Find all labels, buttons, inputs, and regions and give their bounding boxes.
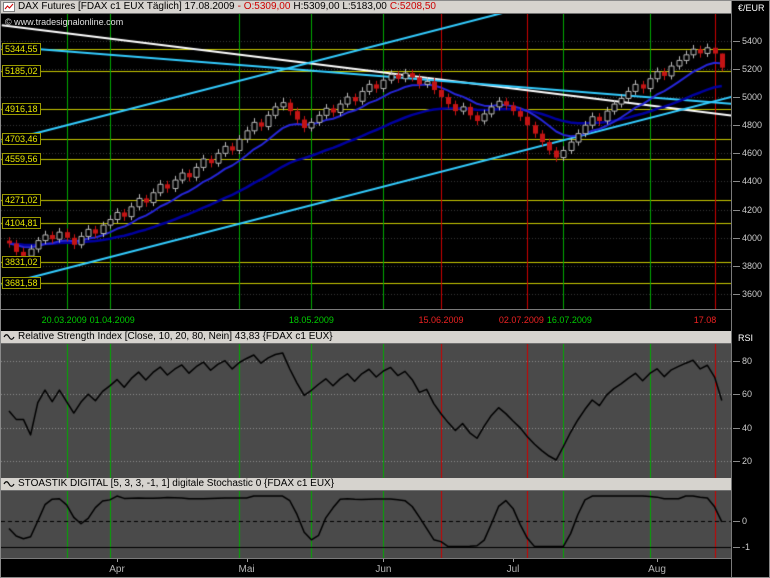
price-level-label[interactable]: 4703,46 [2, 132, 41, 145]
header-text-segment: Relative Strength Index [Close, 10, 20, … [18, 331, 333, 342]
rsi-axis-tick: 60 [732, 389, 753, 400]
header-text-segment: - O:5309,00 [237, 1, 291, 12]
month-tick [513, 559, 514, 562]
price-axis-tick: 5000 [732, 92, 763, 103]
date-label: 02.07.2009 [498, 315, 544, 325]
rsi-panel-header[interactable]: Relative Strength Index [Close, 10, 20, … [1, 331, 731, 344]
price-level-label[interactable]: 3831,02 [2, 255, 41, 268]
price-level-label[interactable]: 4559,56 [2, 153, 41, 166]
month-tick [657, 559, 658, 562]
stoch-axis-tick: 0 [732, 516, 748, 527]
date-label: 16.07.2009 [546, 315, 592, 325]
stoch-axis-tick: -1 [732, 541, 751, 552]
price-axis-tick: 4800 [732, 120, 763, 131]
month-tick [117, 559, 118, 562]
price-level-label[interactable]: 5185,02 [2, 64, 41, 77]
date-label: 20.03.2009 [41, 315, 87, 325]
currency-label: €/EUR [738, 3, 765, 13]
price-axis-tick: 4000 [732, 232, 763, 243]
date-label: 17.08 [693, 315, 717, 325]
date-label: 01.04.2009 [89, 315, 135, 325]
price-axis-tick: 5200 [732, 63, 763, 74]
price-level-label[interactable]: 4104,81 [2, 217, 41, 230]
price-axis[interactable]: €/EUR RSI 5400 5200 5000 4800 4600 4400 4200 40… [731, 1, 769, 577]
month-label: Aug [648, 564, 666, 575]
price-level-label[interactable]: 4916,18 [2, 102, 41, 115]
price-axis-tick: 5400 [732, 35, 763, 46]
month-tick [383, 559, 384, 562]
price-level-label[interactable]: 3681,58 [2, 276, 41, 289]
main-chart-header[interactable]: DAX Futures [FDAX c1 EUX Täglich] 17.08.… [1, 1, 731, 14]
month-label: Jun [375, 564, 392, 575]
rsi-indicator-canvas[interactable] [1, 344, 731, 478]
price-axis-tick: 3800 [732, 260, 763, 271]
price-axis-tick: 4600 [732, 148, 763, 159]
month-tick [247, 559, 248, 562]
price-axis-tick: 4200 [732, 204, 763, 215]
rsi-axis-label: RSI [738, 333, 754, 343]
chart-icon [3, 2, 15, 12]
watermark: © www.tradesignalonline.com [5, 17, 124, 27]
price-axis-tick: 3600 [732, 289, 763, 300]
stochastic-indicator-canvas[interactable] [1, 491, 731, 558]
rsi-axis-tick: 20 [732, 456, 753, 467]
date-label: 15.06.2009 [418, 315, 464, 325]
month-label: Mai [238, 564, 255, 575]
header-text-segment: DAX Futures [FDAX c1 EUX Täglich] 17.08.… [18, 1, 235, 12]
price-axis-tick: 4400 [732, 176, 763, 187]
rsi-axis-tick: 80 [732, 355, 753, 366]
price-level-label[interactable]: 5344,55 [2, 42, 41, 55]
main-price-chart-canvas[interactable] [1, 14, 731, 309]
month-label: Jul [506, 564, 520, 575]
rsi-axis-tick: 40 [732, 422, 753, 433]
time-axis[interactable]: Apr Mai Jun Jul Aug [1, 558, 731, 577]
price-level-label[interactable]: 4271,02 [2, 193, 41, 206]
indicator-wave-icon [3, 479, 15, 489]
header-text-segment: STOASTIK DIGITAL [5, 3, 3, -1, 1] digita… [18, 478, 335, 489]
header-text-segment: C:5208,50 [389, 1, 436, 12]
date-label: 18.05.2009 [288, 315, 334, 325]
month-label: Apr [109, 564, 125, 575]
date-axis[interactable]: 20.03.2009 01.04.2009 18.05.2009 15.06.2009… [1, 309, 731, 331]
indicator-wave-icon [3, 332, 15, 342]
header-text-segment: H:5309,00 L:5183,00 [293, 1, 387, 12]
stochastic-panel-header[interactable]: STOASTIK DIGITAL [5, 3, 3, -1, 1] digita… [1, 478, 731, 491]
